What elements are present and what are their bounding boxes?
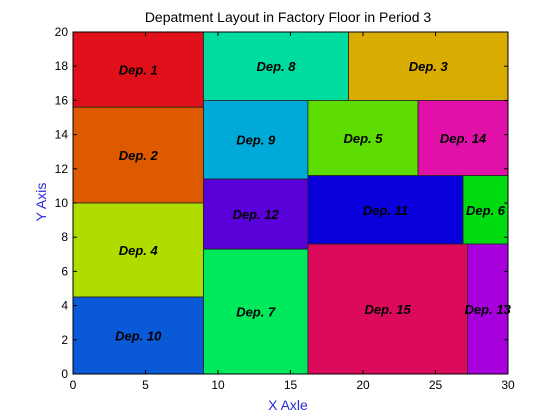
y-tick-label: 6 xyxy=(61,264,68,278)
label-dep-4: Dep. 4 xyxy=(119,243,159,258)
block-dep-12 xyxy=(203,178,309,250)
x-tick-label: 20 xyxy=(356,378,370,392)
label-dep-14: Dep. 14 xyxy=(440,131,487,146)
y-tick-label: 12 xyxy=(55,162,69,176)
department-labels: Dep. 1 Dep. 2 Dep. 4 Dep. 10 Dep. 8 Dep. 3 Dep… xyxy=(115,59,511,343)
y-tick-label: 20 xyxy=(55,25,69,39)
label-dep-8: Dep. 8 xyxy=(256,59,296,74)
x-tick-label: 10 xyxy=(211,378,225,392)
label-dep-7: Dep. 7 xyxy=(236,305,276,320)
label-dep-9: Dep. 9 xyxy=(236,133,276,148)
y-axis-ticks: 0 2 4 6 8 10 12 14 16 18 20 xyxy=(55,25,508,381)
label-dep-5: Dep. 5 xyxy=(343,131,383,146)
x-axis-label: X Axle xyxy=(268,397,308,413)
block-dep-6 xyxy=(462,175,509,245)
x-tick-label: 5 xyxy=(142,378,149,392)
y-tick-label: 0 xyxy=(61,367,68,381)
y-tick-label: 14 xyxy=(55,128,69,142)
label-dep-3: Dep. 3 xyxy=(409,59,449,74)
block-dep-1 xyxy=(72,31,204,108)
label-dep-2: Dep. 2 xyxy=(119,148,159,163)
chart-title: Depatment Layout in Factory Floor in Per… xyxy=(145,9,432,25)
block-dep-15 xyxy=(307,243,468,375)
y-tick-label: 18 xyxy=(55,59,69,73)
x-tick-label: 15 xyxy=(284,378,298,392)
block-dep-5 xyxy=(307,100,419,177)
y-axis-label: Y Axis xyxy=(33,183,49,222)
y-tick-label: 10 xyxy=(55,196,69,210)
label-dep-13: Dep. 13 xyxy=(465,302,512,317)
block-dep-2 xyxy=(72,106,204,204)
label-dep-10: Dep. 10 xyxy=(115,329,162,344)
label-dep-15: Dep. 15 xyxy=(365,302,412,317)
y-tick-label: 8 xyxy=(61,230,68,244)
block-dep-8 xyxy=(203,31,349,101)
block-dep-7 xyxy=(203,248,309,375)
x-tick-label: 25 xyxy=(429,378,443,392)
block-dep-3 xyxy=(348,31,509,101)
department-blocks xyxy=(72,31,509,375)
label-dep-1: Dep. 1 xyxy=(119,63,158,78)
x-tick-label: 30 xyxy=(501,378,515,392)
x-axis-ticks: 0 5 10 15 20 25 30 xyxy=(70,32,515,392)
block-dep-10 xyxy=(72,296,204,375)
label-dep-11: Dep. 11 xyxy=(363,203,408,218)
y-tick-label: 2 xyxy=(61,333,68,347)
label-dep-12: Dep. 12 xyxy=(233,207,280,222)
label-dep-6: Dep. 6 xyxy=(466,203,506,218)
x-tick-label: 0 xyxy=(70,378,77,392)
y-tick-label: 4 xyxy=(61,299,68,313)
block-dep-4 xyxy=(72,202,204,298)
y-tick-label: 16 xyxy=(55,93,69,107)
